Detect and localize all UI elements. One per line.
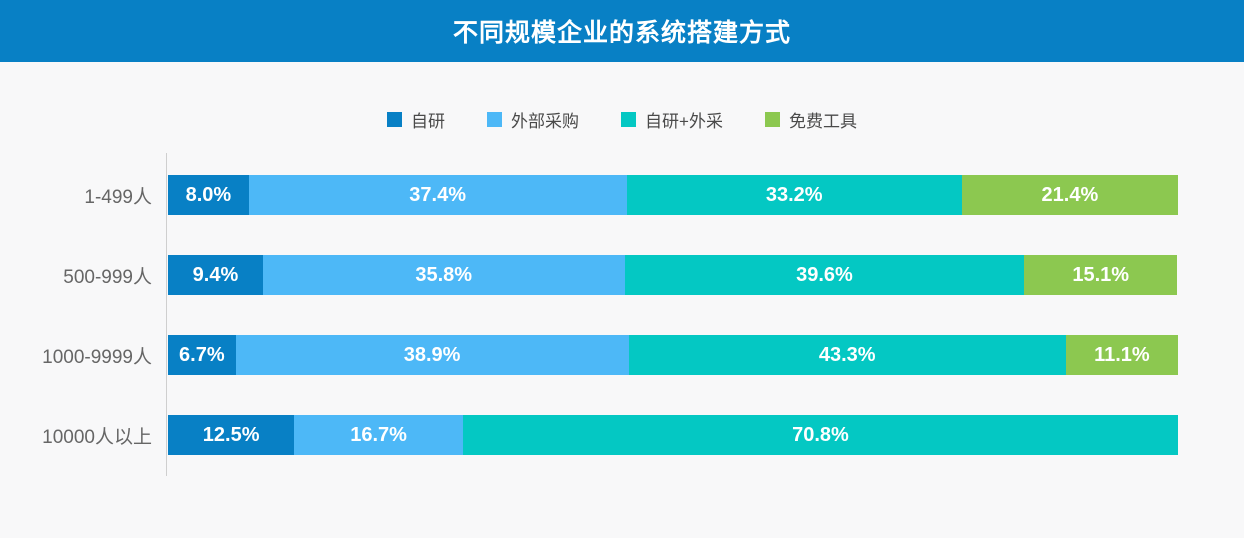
category-label: 1000-9999人	[42, 346, 152, 368]
bar-segment-自研+外采: 33.2%	[626, 175, 962, 215]
bar-rows: 1-499人 8.0% 37.4% 33.2% 21.4% 500-999人 9.4% 35.…	[0, 155, 1244, 475]
bar-segment-免费工具: 15.1%	[1024, 255, 1177, 295]
bar-segment-外部采购: 35.8%	[262, 255, 625, 295]
bar-segment-自研: 6.7%	[168, 335, 236, 375]
chart-legend: 自研 外部采购 自研+外采 免费工具	[0, 107, 1244, 131]
legend-label: 外部采购	[511, 111, 580, 131]
bar-segment-自研: 9.4%	[168, 255, 263, 295]
chart-row: 500-999人 9.4% 35.8% 39.6% 15.1%	[0, 235, 1244, 315]
legend-swatch-icon	[387, 111, 403, 127]
page-title: 不同规模企业的系统搭建方式	[452, 19, 791, 47]
title-bar: 不同规模企业的系统搭建方式	[0, 0, 1244, 62]
bar-segment-自研+外采: 39.6%	[624, 255, 1025, 295]
legend-item-1: 外部采购	[487, 107, 579, 132]
bar-segment-自研: 12.5%	[168, 415, 295, 455]
legend-swatch-icon	[621, 111, 637, 127]
bar-segment-自研: 8.0%	[168, 175, 249, 215]
chart-row: 1-499人 8.0% 37.4% 33.2% 21.4%	[0, 155, 1244, 235]
category-label: 10000人以上	[42, 426, 152, 448]
bar-segment-免费工具: 21.4%	[961, 175, 1178, 215]
bar-segment-免费工具: 11.1%	[1065, 335, 1178, 375]
stacked-bar-chart: 1-499人 8.0% 37.4% 33.2% 21.4% 500-999人 9.4% 35.…	[0, 153, 1244, 476]
bar-track: 9.4% 35.8% 39.6% 15.1%	[168, 255, 1178, 295]
category-label: 500-999人	[63, 266, 152, 288]
legend-label: 自研+外采	[645, 111, 723, 131]
bar-track: 12.5% 16.7% 70.8%	[168, 415, 1178, 455]
bar-track: 8.0% 37.4% 33.2% 21.4%	[168, 175, 1178, 215]
legend-label: 免费工具	[788, 111, 857, 131]
legend-swatch-icon	[764, 111, 780, 127]
legend-item-3: 免费工具	[764, 107, 857, 132]
bar-segment-自研+外采: 43.3%	[628, 335, 1066, 375]
chart-row: 10000人以上 12.5% 16.7% 70.8%	[0, 395, 1244, 475]
bar-segment-外部采购: 37.4%	[248, 175, 627, 215]
chart-row: 1000-9999人 6.7% 38.9% 43.3% 11.1%	[0, 315, 1244, 395]
legend-item-2: 自研+外采	[621, 107, 723, 132]
category-label: 1-499人	[84, 186, 152, 208]
legend-swatch-icon	[487, 111, 503, 127]
bar-track: 6.7% 38.9% 43.3% 11.1%	[168, 335, 1178, 375]
legend-item-0: 自研	[387, 107, 445, 132]
bar-segment-外部采购: 16.7%	[294, 415, 463, 455]
bar-segment-自研+外采: 70.8%	[462, 415, 1178, 455]
bar-segment-外部采购: 38.9%	[235, 335, 629, 375]
legend-label: 自研	[411, 111, 446, 131]
y-axis-line	[166, 153, 167, 476]
